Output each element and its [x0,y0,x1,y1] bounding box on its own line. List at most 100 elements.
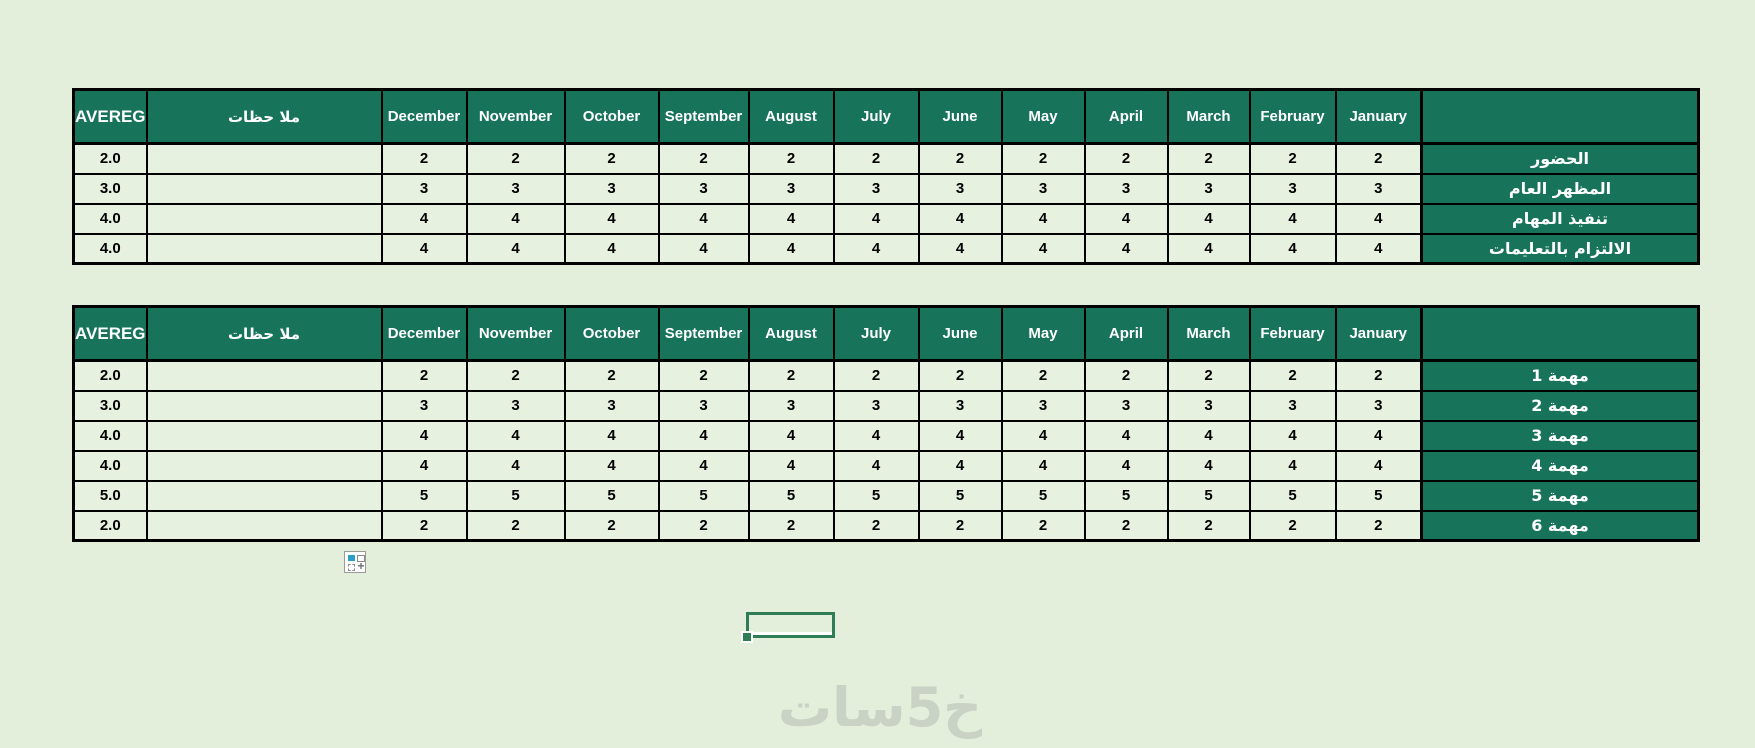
row-label-cell[interactable]: الحضور [1420,142,1700,175]
column-header-december[interactable]: December [380,305,468,362]
month-cell-december[interactable]: 4 [380,202,468,235]
month-cell-march[interactable]: 4 [1166,232,1251,265]
row-label-cell[interactable]: مهمة 1 [1420,359,1700,392]
month-cell-july[interactable]: 5 [832,479,920,512]
month-cell-january[interactable]: 5 [1334,479,1423,512]
month-cell-august[interactable]: 2 [747,142,835,175]
avereg-cell[interactable]: 3.0 [72,389,148,422]
month-cell-june[interactable]: 4 [917,449,1003,482]
month-cell-august[interactable]: 4 [747,419,835,452]
column-header-april[interactable]: April [1083,88,1169,145]
month-cell-march[interactable]: 4 [1166,419,1251,452]
month-cell-december[interactable]: 5 [380,479,468,512]
notes-cell[interactable] [145,232,383,265]
column-header-row-labels[interactable] [1420,88,1700,145]
month-cell-october[interactable]: 4 [563,232,660,265]
month-cell-october[interactable]: 2 [563,359,660,392]
month-cell-november[interactable]: 4 [465,202,566,235]
avereg-cell[interactable]: 2.0 [72,142,148,175]
month-cell-april[interactable]: 3 [1083,389,1169,422]
month-cell-january[interactable]: 3 [1334,172,1423,205]
month-cell-december[interactable]: 2 [380,509,468,542]
avereg-cell[interactable]: 2.0 [72,509,148,542]
row-label-cell[interactable]: الالتزام بالتعليمات [1420,232,1700,265]
month-cell-april[interactable]: 2 [1083,359,1169,392]
month-cell-january[interactable]: 4 [1334,419,1423,452]
row-label-cell[interactable]: مهمة 6 [1420,509,1700,542]
column-header-may[interactable]: May [1000,305,1086,362]
month-cell-february[interactable]: 2 [1248,359,1337,392]
month-cell-april[interactable]: 5 [1083,479,1169,512]
month-cell-september[interactable]: 2 [657,359,750,392]
month-cell-january[interactable]: 2 [1334,142,1423,175]
month-cell-november[interactable]: 4 [465,419,566,452]
month-cell-february[interactable]: 3 [1248,172,1337,205]
column-header-avereg[interactable]: AVEREG [72,305,148,362]
column-header-october[interactable]: October [563,88,660,145]
month-cell-march[interactable]: 4 [1166,449,1251,482]
notes-cell[interactable] [145,479,383,512]
column-header-notes[interactable]: ملا حظات [145,305,383,362]
month-cell-september[interactable]: 4 [657,202,750,235]
month-cell-july[interactable]: 4 [832,419,920,452]
month-cell-january[interactable]: 4 [1334,202,1423,235]
month-cell-september[interactable]: 5 [657,479,750,512]
column-header-september[interactable]: September [657,88,750,145]
column-header-august[interactable]: August [747,305,835,362]
month-cell-october[interactable]: 3 [563,172,660,205]
month-cell-november[interactable]: 2 [465,142,566,175]
month-cell-august[interactable]: 5 [747,479,835,512]
month-cell-may[interactable]: 2 [1000,509,1086,542]
avereg-cell[interactable]: 4.0 [72,449,148,482]
month-cell-september[interactable]: 2 [657,509,750,542]
column-header-june[interactable]: June [917,88,1003,145]
column-header-april[interactable]: April [1083,305,1169,362]
month-cell-may[interactable]: 4 [1000,449,1086,482]
month-cell-june[interactable]: 5 [917,479,1003,512]
column-header-july[interactable]: July [832,305,920,362]
month-cell-june[interactable]: 4 [917,202,1003,235]
month-cell-november[interactable]: 4 [465,449,566,482]
month-cell-may[interactable]: 3 [1000,172,1086,205]
month-cell-may[interactable]: 3 [1000,389,1086,422]
column-header-notes[interactable]: ملا حظات [145,88,383,145]
month-cell-august[interactable]: 4 [747,449,835,482]
month-cell-october[interactable]: 4 [563,202,660,235]
notes-cell[interactable] [145,419,383,452]
month-cell-november[interactable]: 5 [465,479,566,512]
month-cell-february[interactable]: 4 [1248,232,1337,265]
month-cell-june[interactable]: 4 [917,419,1003,452]
month-cell-january[interactable]: 4 [1334,449,1423,482]
month-cell-november[interactable]: 3 [465,172,566,205]
month-cell-february[interactable]: 2 [1248,142,1337,175]
month-cell-october[interactable]: 3 [563,389,660,422]
month-cell-october[interactable]: 2 [563,142,660,175]
month-cell-february[interactable]: 5 [1248,479,1337,512]
row-label-cell[interactable]: مهمة 3 [1420,419,1700,452]
month-cell-august[interactable]: 3 [747,389,835,422]
month-cell-december[interactable]: 3 [380,389,468,422]
month-cell-july[interactable]: 2 [832,359,920,392]
month-cell-june[interactable]: 3 [917,389,1003,422]
month-cell-june[interactable]: 2 [917,142,1003,175]
month-cell-december[interactable]: 4 [380,449,468,482]
column-header-may[interactable]: May [1000,88,1086,145]
month-cell-may[interactable]: 4 [1000,232,1086,265]
month-cell-october[interactable]: 4 [563,419,660,452]
month-cell-april[interactable]: 2 [1083,509,1169,542]
month-cell-september[interactable]: 4 [657,449,750,482]
paste-options-button[interactable]: + [344,551,366,573]
notes-cell[interactable] [145,449,383,482]
month-cell-september[interactable]: 3 [657,389,750,422]
row-label-cell[interactable]: مهمة 2 [1420,389,1700,422]
row-label-cell[interactable]: المظهر العام [1420,172,1700,205]
column-header-november[interactable]: November [465,88,566,145]
selected-cell-outline[interactable] [741,612,835,643]
month-cell-june[interactable]: 2 [917,509,1003,542]
column-header-december[interactable]: December [380,88,468,145]
month-cell-august[interactable]: 4 [747,232,835,265]
month-cell-june[interactable]: 3 [917,172,1003,205]
month-cell-november[interactable]: 2 [465,359,566,392]
month-cell-july[interactable]: 3 [832,389,920,422]
month-cell-july[interactable]: 4 [832,202,920,235]
